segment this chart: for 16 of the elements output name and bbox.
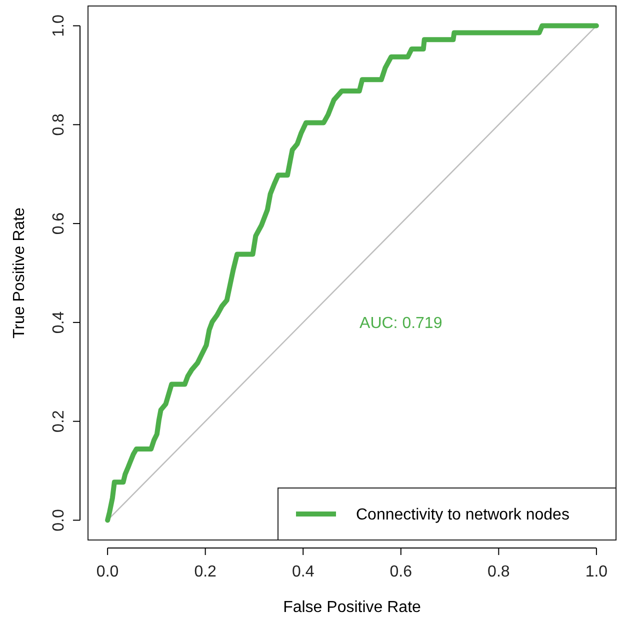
annotation: AUC: 0.719 [360,315,442,332]
y-tick-label: 0.8 [50,113,68,136]
x-axis-title: False Positive Rate [283,599,422,616]
y-tick-label: 1.0 [50,14,68,37]
x-tick-label: 0.4 [292,563,314,580]
y-axis-title: True Positive Rate [11,207,28,339]
x-tick-label: 0.0 [96,563,119,580]
x-tick-label: 0.2 [194,563,217,580]
x-tick-label: 1.0 [585,563,608,580]
y-tick-label: 0.2 [50,410,68,432]
legend-label: Connectivity to network nodes [356,506,570,524]
y-tick-label: 0.0 [50,509,68,532]
y-tick-label: 0.4 [50,311,68,334]
x-tick-label: 0.6 [390,563,412,580]
x-tick-label: 0.8 [488,563,510,580]
y-tick-label: 0.6 [50,212,68,235]
